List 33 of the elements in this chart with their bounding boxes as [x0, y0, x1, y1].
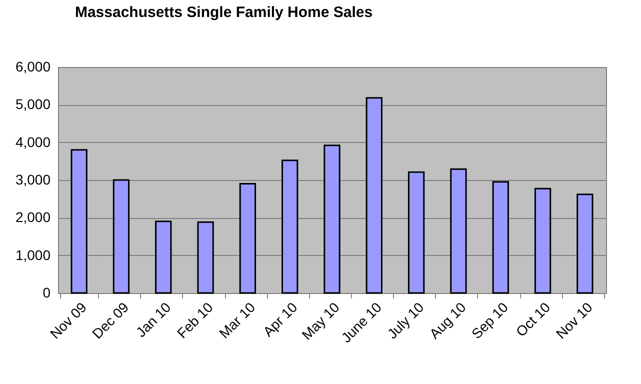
bar [70, 149, 88, 294]
x-tick-label: Jan 10 [132, 298, 174, 340]
y-tick-label: 3,000 [15, 172, 51, 188]
y-tick-label: 2,000 [15, 209, 51, 226]
x-tick-label: Sep 10 [468, 298, 512, 342]
x-tick-label: May 10 [298, 298, 343, 343]
bar [324, 144, 340, 294]
bar [282, 160, 298, 294]
x-tick-label: Nov 10 [552, 298, 596, 342]
bar [155, 220, 172, 294]
bar [492, 181, 509, 294]
bar [366, 97, 382, 294]
bar [197, 221, 214, 294]
y-tick-label: 0 [42, 284, 51, 300]
x-tick-label: Oct 10 [512, 298, 554, 340]
x-tick-label: Nov 09 [46, 298, 90, 342]
x-tick-label: Dec 09 [88, 298, 132, 342]
bar [112, 179, 130, 294]
y-tick-label: 5,000 [15, 96, 51, 112]
y-tick-label: 4,000 [15, 134, 51, 150]
x-tick-label: Mar 10 [216, 298, 258, 342]
y-tick-label: 1,000 [15, 246, 51, 263]
bar [239, 183, 256, 294]
bar [450, 168, 467, 294]
bar [576, 194, 594, 294]
chart-title: Massachusetts Single Family Home Sales [74, 4, 373, 21]
x-tick-label: Feb 10 [174, 298, 216, 342]
bar [534, 188, 552, 294]
x-tick-label: July 10 [384, 298, 427, 342]
y-tick-label: 6,000 [15, 58, 51, 74]
x-tick-label: Apr 10 [260, 298, 300, 340]
bar [408, 171, 425, 294]
x-tick-label: Aug 10 [426, 298, 470, 342]
